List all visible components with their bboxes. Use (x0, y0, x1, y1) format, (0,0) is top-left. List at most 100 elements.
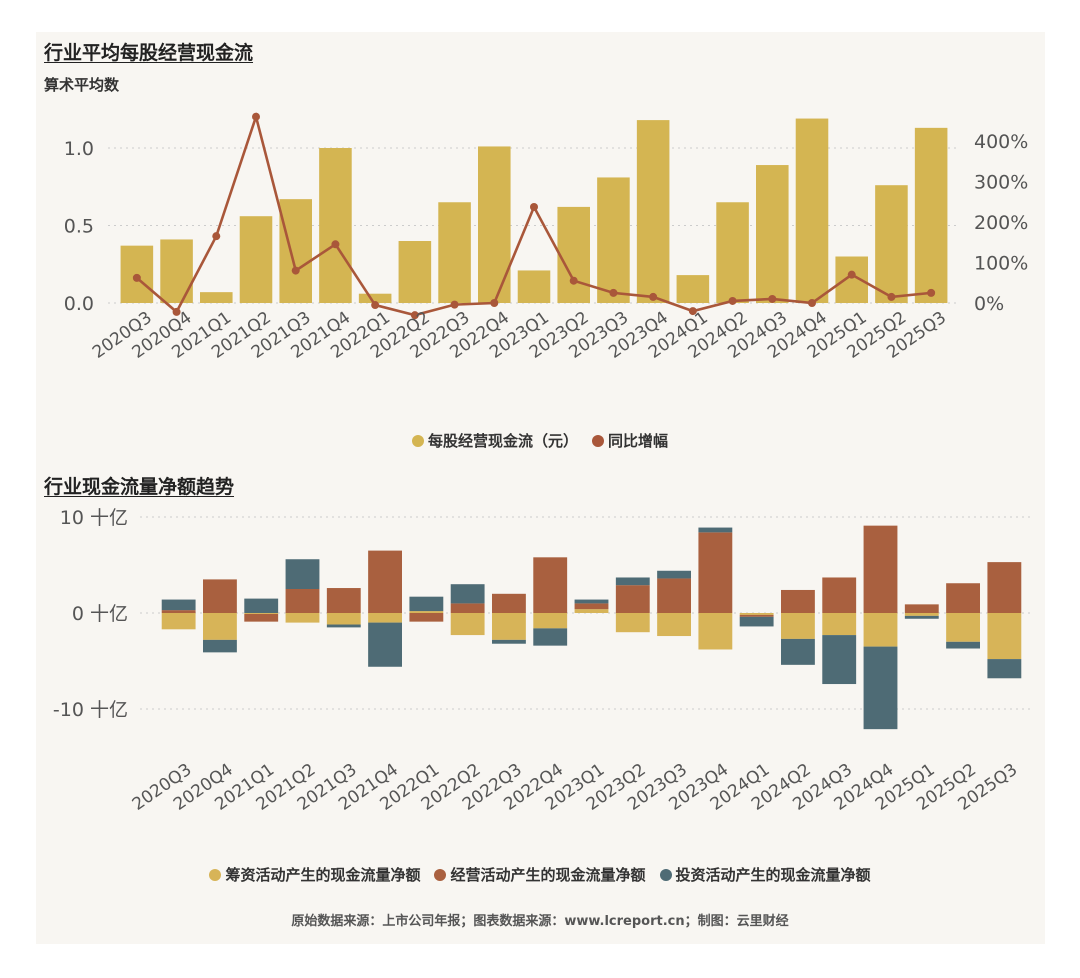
yoy-growth-point (132, 273, 141, 282)
legend-item-yoy-growth[interactable]: 同比增幅 (592, 430, 668, 451)
bar-financing (533, 613, 568, 629)
bar-cashflow-per-share (636, 120, 670, 303)
bar-cashflow-per-share (398, 241, 432, 303)
yoy-growth-point (371, 301, 380, 310)
bar-operating (368, 550, 402, 613)
chart2-svg: 10 十亿0 十亿-10 十亿2020Q32020Q42021Q12021Q22… (53, 507, 1030, 815)
bar-financing (574, 609, 609, 613)
y-right-tick-label: 200% (974, 212, 1028, 234)
bar-financing (285, 613, 320, 623)
bar-investing (781, 638, 815, 665)
chart2-title: 行业现金流量净额趋势 (44, 476, 235, 498)
bar-financing (863, 613, 898, 647)
bar-operating (863, 525, 898, 613)
bar-cashflow-per-share (517, 270, 551, 303)
legend-dot-icon (659, 868, 672, 881)
bar-financing (203, 613, 237, 640)
bar-financing (244, 613, 279, 614)
bar-investing (368, 622, 402, 667)
chart1-title: 行业平均每股经营现金流 (44, 42, 254, 64)
bar-investing (615, 577, 650, 586)
chart1-subtitle: 算术平均数 (44, 76, 120, 94)
bar-financing (739, 613, 774, 615)
bar-investing (657, 570, 691, 579)
yoy-growth-point (212, 232, 221, 241)
bar-operating (450, 603, 485, 613)
y-left-tick-label: 1.0 (64, 138, 94, 160)
bar-investing (450, 584, 485, 604)
legend-label: 同比增幅 (608, 432, 669, 450)
chart1-svg: 0.00.51.00%100%200%300%400%2020Q32020Q42… (64, 112, 1028, 363)
bar-operating (615, 585, 650, 613)
bar-operating (492, 593, 526, 613)
yoy-growth-point (172, 307, 181, 316)
bar-cashflow-per-share (597, 177, 630, 303)
bar-operating (533, 557, 568, 613)
bar-investing (822, 635, 857, 685)
yoy-growth-point (331, 240, 340, 249)
bar-cashflow-per-share (795, 118, 829, 303)
legend-label: 经营活动产生的现金流量净额 (450, 866, 646, 884)
y-right-tick-label: 100% (974, 253, 1028, 275)
legend-label: 投资活动产生的现金流量净额 (675, 866, 871, 884)
bar-investing (203, 639, 237, 653)
yoy-growth-point (450, 300, 459, 309)
bar-financing (492, 613, 526, 640)
legend-item-cashflow-per-share[interactable]: 每股经营现金流（元） (411, 430, 578, 451)
legend-dot-icon (592, 434, 604, 447)
bar-operating (244, 613, 279, 622)
bar-financing (615, 613, 650, 633)
y-left-tick-label: 0.5 (64, 216, 94, 238)
yoy-growth-point (808, 299, 816, 307)
bar-financing (161, 613, 196, 630)
yoy-growth-point (410, 311, 419, 320)
bar-investing (739, 616, 774, 627)
bar-investing (161, 599, 196, 611)
bar-financing (822, 613, 857, 636)
bar-operating (285, 589, 320, 613)
yoy-growth-point (927, 288, 936, 297)
bar-cashflow-per-share (358, 293, 392, 303)
chart-panel (36, 32, 1045, 944)
bar-investing (946, 641, 980, 649)
bar-investing (492, 639, 526, 644)
y-tick-label: -10 十亿 (53, 699, 128, 721)
bar-investing (285, 559, 320, 589)
bar-financing (946, 613, 980, 642)
y-right-tick-label: 400% (974, 131, 1028, 153)
source-footer: 原始数据来源：上市公司年报；图表数据来源：www.lcreport.cn；制图：… (291, 914, 789, 929)
bar-cashflow-per-share (875, 185, 908, 303)
bar-operating (781, 589, 815, 613)
legend-item-financing[interactable]: 筹资活动产生的现金流量净额 (209, 864, 420, 885)
bar-investing (533, 628, 568, 646)
yoy-growth-point (569, 276, 578, 285)
yoy-growth-point (490, 299, 499, 307)
legend-dot-icon (411, 434, 424, 447)
legend-item-investing[interactable]: 投资活动产生的现金流量净额 (659, 864, 871, 885)
bar-cashflow-per-share (716, 202, 749, 303)
bar-operating (574, 603, 609, 610)
bar-financing (904, 613, 939, 616)
bar-operating (739, 614, 774, 617)
yoy-growth-point (768, 294, 777, 303)
bar-financing (698, 613, 733, 650)
bar-financing (450, 613, 485, 636)
yoy-growth-point (530, 203, 538, 212)
bar-operating (326, 588, 361, 613)
bar-operating (657, 578, 691, 613)
bar-investing (326, 624, 361, 628)
yoy-growth-point (609, 288, 618, 297)
bar-operating (904, 604, 939, 613)
yoy-growth-point (649, 292, 658, 301)
bar-cashflow-per-share (557, 206, 590, 303)
bar-operating (946, 583, 980, 613)
bar-operating (698, 532, 733, 613)
bar-financing (326, 613, 361, 625)
bar-operating (822, 577, 857, 613)
legend-item-operating[interactable]: 经营活动产生的现金流量净额 (434, 864, 646, 885)
bar-cashflow-per-share (319, 148, 352, 303)
bar-cashflow-per-share (200, 292, 233, 303)
bar-financing (657, 613, 691, 637)
yoy-growth-point (728, 296, 737, 305)
bar-financing (987, 613, 1022, 660)
